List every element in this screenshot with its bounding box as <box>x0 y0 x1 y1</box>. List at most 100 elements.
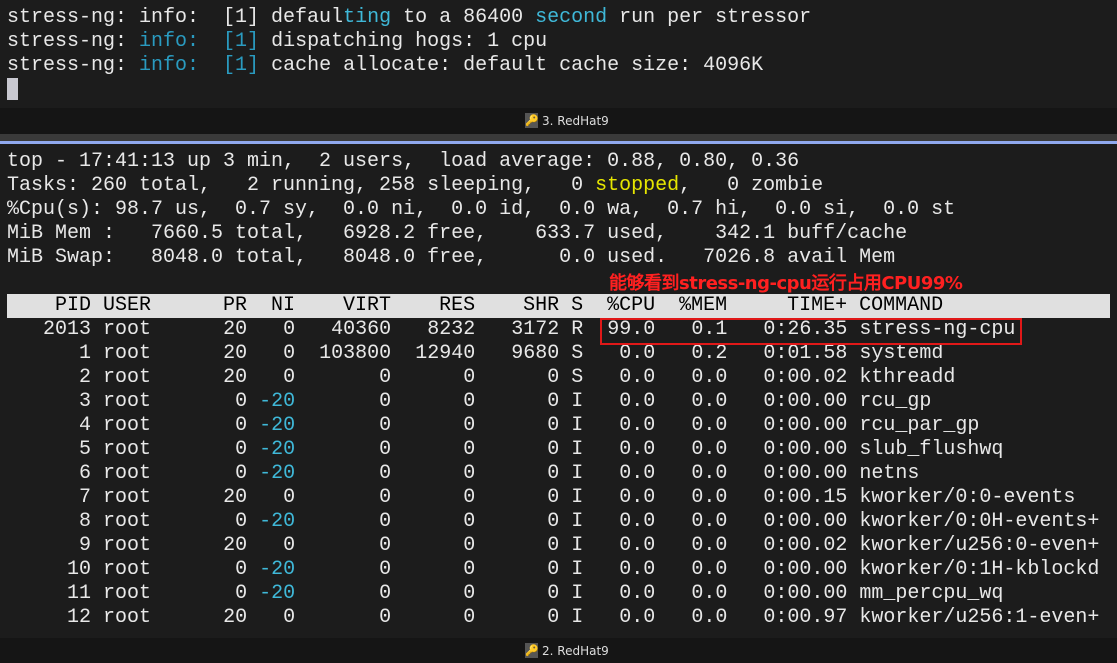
cell: 0:00.00 <box>763 390 848 413</box>
cell: root <box>103 534 152 557</box>
cell: 0.0 <box>691 414 728 437</box>
table-row[interactable]: 4 root 0 -20 0 0 0 I 0.0 0.0 0:00.00 rcu… <box>7 414 979 438</box>
cell: S <box>571 342 584 365</box>
cell: 20 <box>223 606 248 629</box>
highlight-box <box>600 318 1022 345</box>
output-line: stress-ng: info: [1] dispatching hogs: 1… <box>7 30 548 53</box>
table-row[interactable]: 9 root 20 0 0 0 0 I 0.0 0.0 0:00.02 kwor… <box>7 534 1099 558</box>
cell: 0 <box>463 390 476 413</box>
cell: 0 <box>235 438 248 461</box>
cell: 0.0 <box>691 606 728 629</box>
session-tab[interactable]: 🔑 3. RedHat9 <box>525 113 609 128</box>
cell: 0.0 <box>691 390 728 413</box>
cell: 0.0 <box>619 510 656 533</box>
cell: 0.0 <box>619 606 656 629</box>
cell: 20 <box>223 342 248 365</box>
cell: 0 <box>283 342 296 365</box>
cell: 3172 <box>511 318 560 341</box>
cell: mm_percpu_wq <box>859 582 1004 605</box>
cell: root <box>103 414 152 437</box>
cell: root <box>103 606 152 629</box>
output-line: stress-ng: info: [1] cache allocate: def… <box>7 54 764 77</box>
cell: 0:00.00 <box>763 558 848 581</box>
cell: 0:00.02 <box>763 366 848 389</box>
cell: I <box>571 414 584 437</box>
cell: root <box>103 366 152 389</box>
cell: 0 <box>547 390 560 413</box>
terminal-pane-bottom[interactable]: top - 17:41:13 up 3 min, 2 users, load a… <box>0 144 1117 638</box>
summary-line: %Cpu(s): 98.7 us, 0.7 sy, 0.0 ni, 0.0 id… <box>7 198 956 221</box>
cell: 0.0 <box>691 558 728 581</box>
cell: rcu_par_gp <box>859 414 980 437</box>
cell: 0 <box>235 582 248 605</box>
session-tab[interactable]: 🔑 2. RedHat9 <box>525 643 609 658</box>
table-row[interactable]: 8 root 0 -20 0 0 0 I 0.0 0.0 0:00.00 kwo… <box>7 510 1099 534</box>
tab-label: 2. RedHat9 <box>542 643 609 658</box>
table-row[interactable]: 11 root 0 -20 0 0 0 I 0.0 0.0 0:00.00 mm… <box>7 582 1003 606</box>
cell: 0 <box>283 318 296 341</box>
table-row[interactable]: 5 root 0 -20 0 0 0 I 0.0 0.0 0:00.00 slu… <box>7 438 1003 462</box>
key-icon: 🔑 <box>525 113 539 128</box>
cell: 0.0 <box>619 390 656 413</box>
cell: 0 <box>463 366 476 389</box>
cell: 0 <box>463 606 476 629</box>
cell: 0 <box>547 510 560 533</box>
pane-tab-bar: 🔑 3. RedHat9 <box>0 108 1117 134</box>
cell: 0 <box>463 558 476 581</box>
cell: -20 <box>259 510 296 533</box>
table-row[interactable]: 10 root 0 -20 0 0 0 I 0.0 0.0 0:00.00 kw… <box>7 558 1099 582</box>
table-row[interactable]: 2013 root 20 0 40360 8232 3172 R 99.0 0.… <box>7 318 1015 342</box>
cell: 8232 <box>427 318 476 341</box>
cell: 0:26.35 <box>763 318 848 341</box>
key-icon: 🔑 <box>525 643 539 658</box>
cell: slub_flushwq <box>859 438 1004 461</box>
cell: kworker/u256:0-even+ <box>859 534 1100 557</box>
cell: 0 <box>379 438 392 461</box>
cell: root <box>103 510 152 533</box>
cell: -20 <box>259 414 296 437</box>
cell: 0 <box>463 438 476 461</box>
cell: 0.0 <box>619 558 656 581</box>
cell: 0.0 <box>691 462 728 485</box>
terminal-cursor <box>7 78 18 100</box>
cell: kworker/u256:1-even+ <box>859 606 1100 629</box>
cell: 0.0 <box>619 534 656 557</box>
table-row[interactable]: 3 root 0 -20 0 0 0 I 0.0 0.0 0:00.00 rcu… <box>7 390 931 414</box>
pane-splitter[interactable] <box>0 134 1117 141</box>
cell: 11 <box>67 582 92 605</box>
cell: 0 <box>463 414 476 437</box>
cell: 0 <box>235 462 248 485</box>
cell: 0 <box>463 534 476 557</box>
cell: kworker/0:1H-kblockd <box>859 558 1100 581</box>
cell: 9680 <box>511 342 560 365</box>
cell: 5 <box>79 438 92 461</box>
summary-line: Tasks: 260 total, 2 running, 258 sleepin… <box>7 174 824 197</box>
cell: 0.0 <box>619 486 656 509</box>
table-row[interactable]: 1 root 20 0 103800 12940 9680 S 0.0 0.2 … <box>7 342 943 366</box>
cell: 0 <box>547 534 560 557</box>
cell: 0.0 <box>619 438 656 461</box>
cell: 2013 <box>43 318 92 341</box>
table-row[interactable]: 2 root 20 0 0 0 0 S 0.0 0.0 0:00.02 kthr… <box>7 366 955 390</box>
table-row[interactable]: 7 root 20 0 0 0 0 I 0.0 0.0 0:00.15 kwor… <box>7 486 1075 510</box>
cell: 0:00.00 <box>763 582 848 605</box>
cell: root <box>103 462 152 485</box>
cell: 0 <box>379 462 392 485</box>
cell: 0 <box>463 582 476 605</box>
cell: 0 <box>283 486 296 509</box>
cell: 0 <box>235 390 248 413</box>
cell: I <box>571 558 584 581</box>
cell: 0:01.58 <box>763 342 848 365</box>
summary-line: MiB Swap: 8048.0 total, 8048.0 free, 0.0… <box>7 246 896 269</box>
cell: 2 <box>79 366 92 389</box>
table-row[interactable]: 6 root 0 -20 0 0 0 I 0.0 0.0 0:00.00 net… <box>7 462 919 486</box>
cell: netns <box>859 462 920 485</box>
cell: 0:00.00 <box>763 510 848 533</box>
pane-tab-bar: 🔑 2. RedHat9 <box>0 638 1117 663</box>
cell: 0 <box>379 366 392 389</box>
cell: 0 <box>283 606 296 629</box>
cell: S <box>571 366 584 389</box>
cell: root <box>103 558 152 581</box>
terminal-pane-top[interactable]: stress-ng: info: [1] defaulting to a 864… <box>0 0 1117 108</box>
table-row[interactable]: 12 root 20 0 0 0 0 I 0.0 0.0 0:00.97 kwo… <box>7 606 1099 630</box>
